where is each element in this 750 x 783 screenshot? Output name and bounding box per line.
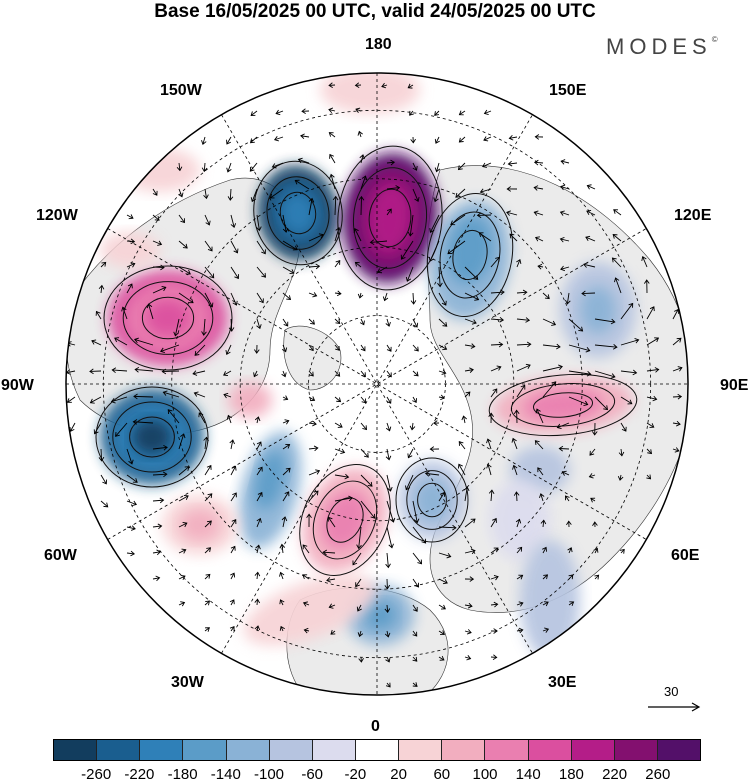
colorbar-swatch xyxy=(97,740,141,760)
colorbar-tick-label: -140 xyxy=(210,766,241,783)
label-0: 0 xyxy=(371,718,380,735)
colorbar-tick-label: 100 xyxy=(472,766,498,783)
label-30w: 30W xyxy=(171,674,204,691)
colorbar-tick-label: 220 xyxy=(602,766,628,783)
label-180: 180 xyxy=(365,36,392,53)
colorbar-swatch xyxy=(269,740,313,760)
label-120w: 120W xyxy=(36,207,78,224)
graticule xyxy=(66,73,688,695)
colorbar-swatch xyxy=(399,740,443,760)
colorbar-swatch xyxy=(312,740,356,760)
vector-scale-arrow xyxy=(648,702,701,712)
label-60w: 60W xyxy=(44,547,77,564)
colorbar-swatch xyxy=(485,740,529,760)
colorbar-tick-label: -180 xyxy=(167,766,198,783)
colorbar-tick-label: 180 xyxy=(558,766,584,783)
label-60e: 60E xyxy=(671,547,700,564)
colorbar-swatch xyxy=(54,740,98,760)
colorbar-swatch xyxy=(657,740,701,760)
map-border xyxy=(65,72,689,696)
colorbar-swatch xyxy=(140,740,184,760)
colorbar-tick-label: -100 xyxy=(253,766,285,783)
label-30e: 30E xyxy=(548,674,577,691)
colorbar-tick-label: 20 xyxy=(390,766,407,783)
colorbar-tick-label: 60 xyxy=(433,766,451,783)
map-title: Base 16/05/2025 00 UTC, valid 24/05/2025… xyxy=(154,1,596,22)
colorbar-tick-label: 260 xyxy=(645,766,671,783)
label-120e: 120E xyxy=(674,207,712,224)
colorbar-tick-label: -60 xyxy=(301,766,324,783)
colorbar-swatch xyxy=(442,740,486,760)
wind-vectors xyxy=(66,82,683,688)
colorbar-swatch xyxy=(355,740,400,760)
anomaly-field xyxy=(100,73,636,660)
colorbar-swatch xyxy=(183,740,227,760)
label-150e: 150E xyxy=(549,82,587,99)
label-150w: 150W xyxy=(160,82,202,99)
colorbar-swatch xyxy=(571,740,615,760)
label-90w: 90W xyxy=(1,377,34,394)
colorbar-swatch xyxy=(614,740,658,760)
colorbar-swatch xyxy=(528,740,572,760)
colorbar-tick-label: -260 xyxy=(81,766,112,783)
colorbar-tick-label: -220 xyxy=(124,766,155,783)
colorbar-swatch xyxy=(226,740,270,760)
colorbar xyxy=(53,739,701,761)
colorbar-tick-label: 140 xyxy=(515,766,541,783)
label-90e: 90E xyxy=(720,377,749,394)
colorbar-tick-label: -20 xyxy=(344,766,367,783)
modes-logo: MODES© xyxy=(606,34,718,59)
vector-scale-label: 30 xyxy=(664,684,679,699)
